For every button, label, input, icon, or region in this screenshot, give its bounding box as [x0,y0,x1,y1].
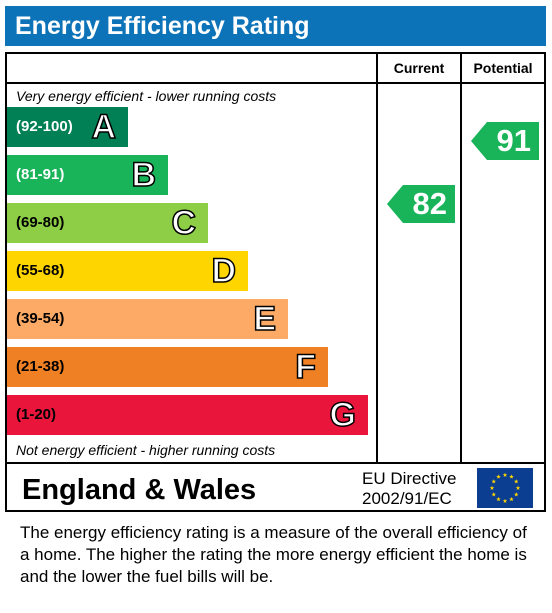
band-f: (21-38) F [7,347,328,387]
band-range-label: (69-80) [16,214,65,231]
current-rating-arrow: 82 [387,185,455,223]
eu-star [513,479,519,484]
band-range-label: (39-54) [16,310,65,327]
region-label: England & Wales [22,474,257,506]
footer-divider [5,462,546,464]
current-column-header: Current [393,60,445,76]
directive-line-2: 2002/91/EC [362,489,452,508]
eu-star [513,492,519,497]
eu-star [489,485,495,490]
band-letter: C [171,203,197,243]
band-c: (69-80) C [7,203,208,243]
band-letter: D [211,251,237,291]
band-range-label: (1-20) [16,406,57,423]
bottom-scale-note: Not energy efficient - higher running co… [16,442,276,458]
page-title: Energy Efficiency Rating [5,6,546,46]
band-letter: E [253,299,277,339]
directive-line-1: EU Directive [362,469,457,488]
header-divider [5,82,546,84]
band-g: (1-20) G [7,395,368,435]
rating-table [5,52,546,512]
eu-star [491,492,497,497]
eu-star [496,474,501,479]
arrow-body [471,122,539,160]
potential-rating-arrow: 91 [471,122,539,160]
band-a: (92-100) A [7,107,128,147]
eu-star [496,496,501,502]
band-b: (81-91) B [7,155,168,195]
current-rating-value: 82 [412,186,447,221]
band-range-label: (21-38) [16,358,65,375]
arrow-body [387,185,455,223]
band-letter: B [131,155,157,195]
eu-star [509,474,514,479]
band-range-label: (92-100) [16,118,73,135]
band-letter: G [329,395,357,435]
band-e: (39-54) E [7,299,288,339]
eu-flag-icon [477,468,533,508]
eu-star [515,485,521,490]
eu-star [509,496,514,502]
top-scale-note: Very energy efficient - lower running co… [16,88,277,104]
band-range-label: (81-91) [16,166,65,183]
band-d: (55-68) D [7,251,248,291]
current-arrow-shape [387,185,455,223]
current-column-divider [376,52,378,464]
eu-star [491,479,497,484]
potential-rating-value: 91 [496,123,531,158]
potential-arrow-shape [471,122,539,160]
eu-star [502,498,508,503]
potential-column-header: Potential [473,60,533,76]
explanation-text: The energy efficiency rating is a measur… [20,523,527,586]
band-range-label: (55-68) [16,262,65,279]
band-letter: A [91,107,117,147]
potential-column-divider [460,52,462,464]
band-letter: F [294,347,316,387]
eu-star [502,472,508,477]
